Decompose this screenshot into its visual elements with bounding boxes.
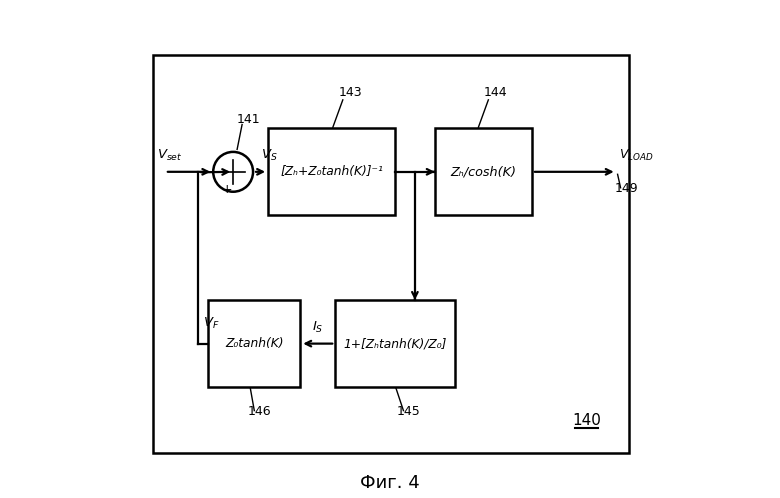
Text: 149: 149 — [615, 182, 638, 195]
Bar — [268, 128, 395, 215]
Text: Zₕ/cosh(K): Zₕ/cosh(K) — [450, 165, 516, 178]
Bar — [208, 300, 300, 387]
Text: $V_{LOAD}$: $V_{LOAD}$ — [619, 148, 654, 163]
Text: $I_S$: $I_S$ — [312, 320, 324, 335]
Circle shape — [213, 152, 253, 192]
Bar — [434, 128, 532, 215]
Text: 144: 144 — [484, 86, 508, 99]
Text: $V_{set}$: $V_{set}$ — [157, 148, 183, 163]
Bar — [154, 55, 629, 453]
Text: Z₀tanh(K): Z₀tanh(K) — [225, 337, 284, 350]
Text: 141: 141 — [236, 113, 260, 126]
Text: $V_S$: $V_S$ — [261, 148, 277, 163]
Text: 143: 143 — [339, 86, 362, 99]
Text: 140: 140 — [573, 413, 601, 428]
Text: +: + — [222, 183, 232, 196]
Text: $V_F$: $V_F$ — [204, 316, 220, 331]
Text: Фиг. 4: Фиг. 4 — [360, 474, 420, 492]
Text: [Zₕ+Z₀tanh(K)]⁻¹: [Zₕ+Z₀tanh(K)]⁻¹ — [280, 165, 383, 178]
Text: 1+[Zₕtanh(K)/Z₀]: 1+[Zₕtanh(K)/Z₀] — [343, 337, 447, 350]
Bar — [335, 300, 455, 387]
Text: 145: 145 — [396, 404, 420, 418]
Text: 146: 146 — [247, 404, 271, 418]
